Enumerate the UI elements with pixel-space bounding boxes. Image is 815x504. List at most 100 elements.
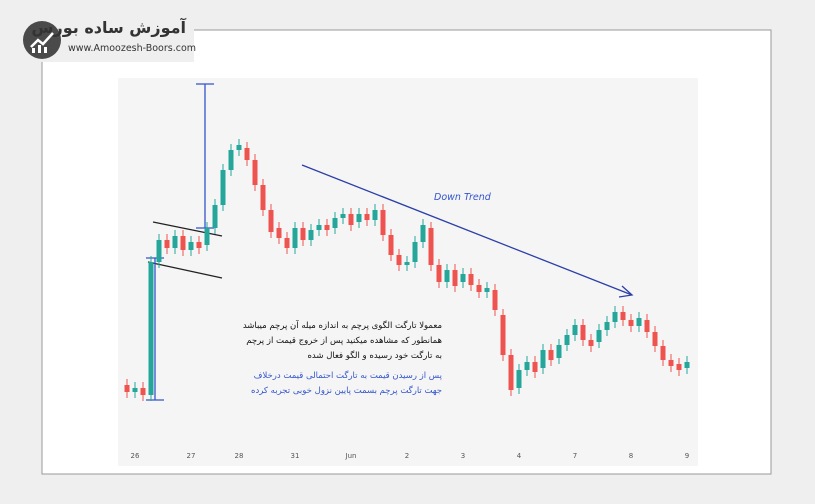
candle-body xyxy=(516,370,522,388)
candle-body xyxy=(172,236,178,248)
plot-area xyxy=(118,78,698,466)
candle-body xyxy=(532,362,538,372)
candle-body xyxy=(132,388,138,392)
candle-body xyxy=(564,335,570,345)
note-line: جهت تارگت پرچم بسمت پایین نزول خوبی تجرب… xyxy=(251,386,442,396)
candle-body xyxy=(548,350,554,360)
candle-body xyxy=(540,350,546,368)
candle-body xyxy=(636,318,642,326)
candle-body xyxy=(628,320,634,326)
candle-body xyxy=(436,265,442,282)
logo-bar xyxy=(38,45,41,53)
note-line: معمولا تارگت الگوی پرچم به اندازه میله آ… xyxy=(242,321,442,331)
candle-body xyxy=(156,240,162,262)
x-tick-label: Jun xyxy=(345,452,357,460)
candle-body xyxy=(260,185,266,210)
candle-body xyxy=(284,238,290,248)
candle-body xyxy=(196,242,202,248)
candle-body xyxy=(476,285,482,292)
trend-arrow xyxy=(301,164,634,298)
candle-body xyxy=(124,385,130,392)
candle-body xyxy=(252,160,258,185)
flag-line xyxy=(147,261,223,279)
candle-body xyxy=(204,228,210,245)
candle-body xyxy=(524,362,530,370)
candle-body xyxy=(220,170,226,205)
x-tick-label: 31 xyxy=(291,452,300,460)
flag-line xyxy=(152,221,223,237)
candle-body xyxy=(348,214,354,225)
candle-body xyxy=(236,145,242,150)
candle-body xyxy=(380,210,386,235)
candle-body xyxy=(412,242,418,262)
x-tick-label: 4 xyxy=(517,452,522,460)
candle-body xyxy=(356,214,362,222)
candle-body xyxy=(484,288,490,292)
candle-body xyxy=(660,346,666,360)
candle-body xyxy=(316,225,322,230)
candle-body xyxy=(148,262,154,395)
candle-body xyxy=(588,340,594,346)
candle-body xyxy=(300,228,306,240)
blue-notes: پس از رسیدن قیمت به تارگت احتمالی قیمت د… xyxy=(251,369,442,399)
candle-body xyxy=(324,225,330,230)
candle-body xyxy=(292,228,298,248)
logo-title: آموزش ساده بورس xyxy=(31,18,186,37)
x-tick-label: 2 xyxy=(405,452,409,460)
candle-body xyxy=(452,270,458,286)
candle-body xyxy=(228,150,234,170)
logo-arrow xyxy=(30,32,54,48)
candle-body xyxy=(180,236,186,250)
candle-body xyxy=(372,210,378,220)
candle-body xyxy=(668,360,674,366)
candle-body xyxy=(620,312,626,320)
candle-body xyxy=(676,364,682,370)
candle-body xyxy=(580,325,586,340)
candle-body xyxy=(644,320,650,332)
annotation: Down Trend xyxy=(434,192,492,203)
candle-body xyxy=(308,230,314,240)
x-tick-label: 8 xyxy=(629,452,633,460)
logo-bar xyxy=(32,48,35,53)
note-line: همانطور که مشاهده میکنید پس از خروج قیمت… xyxy=(246,336,442,346)
candle-body xyxy=(444,270,450,282)
candle-body xyxy=(428,228,434,265)
candle-body xyxy=(276,228,282,238)
x-tick-label: 28 xyxy=(235,452,244,460)
candle-body xyxy=(420,225,426,242)
logo-bar xyxy=(44,47,47,53)
candle-body xyxy=(340,214,346,218)
x-tick-label: 3 xyxy=(461,452,465,460)
note-line: به تارگت خود رسیده و الگو فعال شده xyxy=(307,351,442,361)
candle-body xyxy=(652,332,658,346)
candle-body xyxy=(364,214,370,220)
candle-body xyxy=(244,148,250,160)
candle-body xyxy=(332,218,338,228)
candle-body xyxy=(508,355,514,390)
candle-body xyxy=(388,235,394,255)
candle-body xyxy=(684,362,690,368)
candle-body xyxy=(604,322,610,330)
candle-body xyxy=(572,325,578,335)
candle-body xyxy=(612,312,618,322)
x-tick-label: 7 xyxy=(573,452,577,460)
x-tick-label: 27 xyxy=(187,452,196,460)
candle-body xyxy=(500,315,506,355)
candle-body xyxy=(468,274,474,285)
candle-body xyxy=(188,242,194,250)
candle-body xyxy=(164,240,170,248)
logo-url: www.Amoozesh-Boors.com xyxy=(68,43,196,54)
candle-body xyxy=(396,255,402,265)
x-tick-label: 9 xyxy=(685,452,689,460)
candle-body xyxy=(268,210,274,232)
notes: معمولا تارگت الگوی پرچم به اندازه میله آ… xyxy=(243,319,442,364)
candle-body xyxy=(404,262,410,265)
candle-body xyxy=(596,330,602,342)
x-tick-label: 26 xyxy=(131,452,140,460)
candle-body xyxy=(460,274,466,282)
note-line: پس از رسیدن قیمت به تارگت احتمالی قیمت د… xyxy=(253,371,442,381)
candle-body xyxy=(556,345,562,358)
candle-body xyxy=(492,290,498,310)
